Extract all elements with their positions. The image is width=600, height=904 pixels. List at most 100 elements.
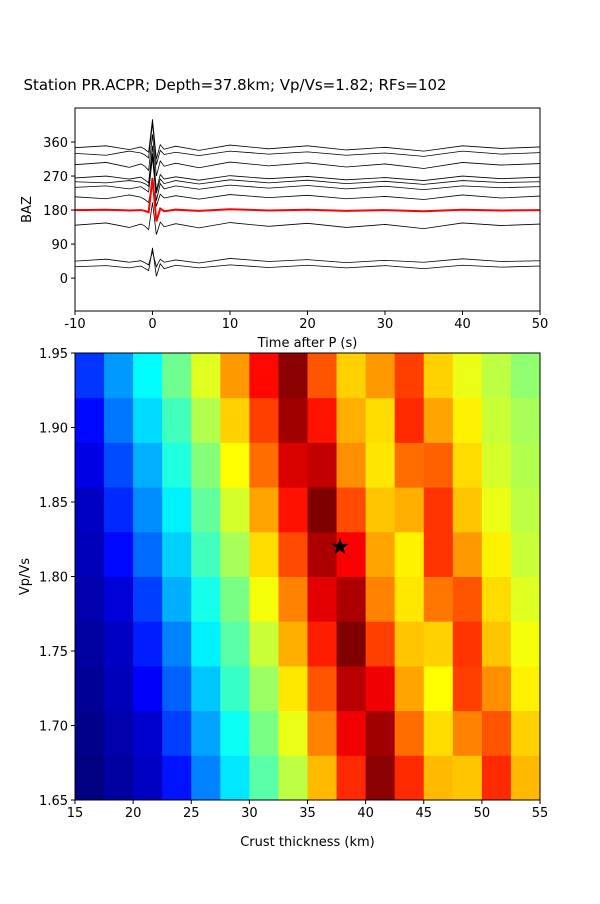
heat-cell <box>423 353 454 399</box>
x-tick-label: 20 <box>299 317 316 332</box>
y-axis-label: Vp/Vs <box>18 558 33 595</box>
heat-cell <box>510 487 541 533</box>
heat-cell <box>278 576 308 622</box>
heat-cell <box>481 353 512 399</box>
heat-cell <box>278 755 308 801</box>
heat-cell <box>452 710 483 756</box>
heat-cell <box>75 531 105 577</box>
heat-cell <box>481 397 512 443</box>
heat-cell <box>481 621 512 667</box>
heat-cell <box>75 576 105 622</box>
heat-cell <box>220 397 250 443</box>
heat-cell <box>365 531 396 577</box>
x-tick-label: -10 <box>64 317 85 332</box>
heat-cell <box>191 576 221 622</box>
heat-cell <box>365 353 396 399</box>
heat-cell <box>481 576 512 622</box>
heat-cell <box>191 621 221 667</box>
x-tick-label: 30 <box>377 317 394 332</box>
heat-cell <box>104 576 134 622</box>
heat-cell <box>452 531 483 577</box>
y-tick-label: 90 <box>51 238 68 253</box>
x-tick-label: 50 <box>474 806 491 821</box>
heat-cell <box>452 487 483 533</box>
heat-cell <box>452 397 483 443</box>
heat-cell <box>278 621 308 667</box>
heat-cell <box>75 487 105 533</box>
heat-cell <box>133 576 163 622</box>
heat-cell <box>133 487 163 533</box>
x-tick-label: 0 <box>148 317 156 332</box>
heat-cell <box>452 621 483 667</box>
x-tick-label: 35 <box>299 806 316 821</box>
y-axis-label: BAZ <box>20 196 35 223</box>
heat-cell <box>394 397 425 443</box>
heat-cell <box>452 576 483 622</box>
x-tick-label: 50 <box>532 317 549 332</box>
heat-cell <box>191 442 221 488</box>
heat-cell <box>162 621 192 667</box>
trace <box>75 247 540 277</box>
heat-cell <box>104 665 134 712</box>
y-tick-label: 1.90 <box>39 422 68 437</box>
heat-cell <box>104 353 134 399</box>
heat-cell <box>394 665 425 712</box>
heat-cell <box>394 576 425 622</box>
heat-cell <box>162 755 192 801</box>
heat-cell <box>162 710 192 756</box>
heat-cell <box>481 665 512 712</box>
heat-cell <box>278 442 308 488</box>
heat-cell <box>365 442 396 488</box>
y-tick-label: 1.65 <box>39 794 68 809</box>
heat-cell <box>249 487 279 533</box>
heat-cell <box>162 442 192 488</box>
heat-cell <box>278 665 308 712</box>
heat-cell <box>481 531 512 577</box>
x-tick-label: 45 <box>415 806 432 821</box>
heat-cell <box>278 487 308 533</box>
heat-cell <box>307 621 338 667</box>
y-tick-label: 360 <box>43 136 68 151</box>
heat-cell <box>394 755 425 801</box>
heat-cell <box>481 442 512 488</box>
heat-cell <box>423 397 454 443</box>
y-tick-label: 1.95 <box>39 347 68 362</box>
heat-cell <box>75 442 105 488</box>
heat-cell <box>423 621 454 667</box>
heat-cell <box>423 487 454 533</box>
heat-cell <box>481 755 512 801</box>
heat-cell <box>162 353 192 399</box>
heat-cell <box>336 442 367 488</box>
heat-cell <box>249 353 279 399</box>
heat-cell <box>162 397 192 443</box>
y-tick-label: 1.85 <box>39 496 68 511</box>
y-tick-label: 1.75 <box>39 645 68 660</box>
heat-cell <box>365 665 396 712</box>
heat-cell <box>220 710 250 756</box>
heat-cell <box>220 576 250 622</box>
y-tick-label: 0 <box>60 272 68 287</box>
trace <box>75 123 540 165</box>
heat-cell <box>423 576 454 622</box>
trace <box>75 153 540 194</box>
heat-cell <box>510 353 541 399</box>
heat-cell <box>75 621 105 667</box>
x-tick-label: 40 <box>357 806 374 821</box>
heat-cell <box>510 621 541 667</box>
heat-cell <box>336 710 367 756</box>
heat-cell <box>249 397 279 443</box>
heat-cell <box>191 353 221 399</box>
heat-cell <box>307 755 338 801</box>
heat-cell <box>133 442 163 488</box>
heat-cell <box>336 397 367 443</box>
heat-cell <box>423 442 454 488</box>
heat-cell <box>394 710 425 756</box>
heat-cell <box>162 531 192 577</box>
heat-cell <box>104 397 134 443</box>
y-tick-label: 1.70 <box>39 720 68 735</box>
x-tick-label: 55 <box>532 806 549 821</box>
heat-cell <box>220 487 250 533</box>
heat-cell <box>249 710 279 756</box>
heat-cell <box>510 531 541 577</box>
